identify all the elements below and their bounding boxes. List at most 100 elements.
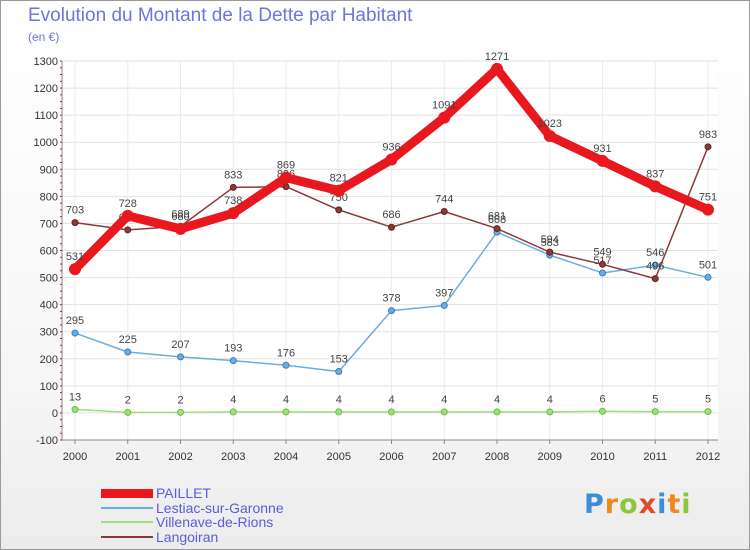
data-point: [177, 408, 184, 416]
data-label: 549: [593, 246, 611, 258]
data-label: 378: [382, 293, 400, 305]
x-tick-label: 2000: [63, 451, 87, 463]
y-tick-label: 1000: [34, 137, 58, 149]
data-label: 936: [382, 142, 400, 154]
data-point: [229, 408, 237, 416]
data-point: [124, 408, 132, 416]
data-point: [174, 222, 187, 235]
x-tick-label: 2007: [432, 451, 456, 463]
data-point: [282, 408, 290, 416]
data-point: [69, 263, 81, 276]
legend-label: Lestiac-sur-Garonne: [156, 499, 284, 516]
data-point: [704, 273, 712, 281]
data-point: [599, 407, 606, 415]
data-point: [335, 408, 343, 416]
logo-letter: i: [681, 489, 692, 520]
logo-letter: x: [638, 489, 658, 520]
data-label: 2: [177, 394, 183, 406]
legend-item: Langoiran: [101, 529, 284, 545]
legend-item: Villenave-de-Rions: [101, 515, 284, 530]
data-point: [651, 261, 659, 269]
data-point: [388, 307, 395, 315]
data-label: 501: [699, 259, 717, 271]
x-tick-label: 2006: [379, 451, 403, 463]
data-label: 686: [382, 209, 400, 221]
data-point: [702, 203, 714, 216]
data-label: 13: [69, 391, 81, 403]
data-point: [491, 62, 503, 75]
data-point: [596, 154, 609, 167]
data-point: [599, 269, 606, 277]
data-point: [385, 153, 398, 166]
chart-title: Evolution du Montant de la Dette par Hab…: [28, 5, 413, 26]
data-label: 744: [435, 194, 453, 206]
data-label: 680: [171, 211, 189, 223]
data-label: 869: [277, 160, 295, 172]
data-label: 668: [488, 214, 506, 226]
data-point: [332, 184, 345, 197]
data-label: 689: [171, 208, 189, 220]
data-point: [71, 405, 79, 413]
chart-legend: PAILLET Lestiac-sur-Garonne Villenave-de-R…: [101, 486, 284, 544]
data-point: [229, 183, 237, 191]
data-label: 397: [435, 287, 453, 299]
x-tick-label: 2011: [643, 451, 667, 463]
data-point: [651, 275, 659, 283]
data-label: 207: [171, 339, 189, 351]
legend-swatch: [101, 506, 153, 509]
data-label: 931: [593, 143, 611, 155]
data-label: 983: [699, 129, 717, 141]
data-label: 4: [336, 394, 342, 406]
x-tick-label: 2010: [590, 451, 614, 463]
data-point: [546, 408, 554, 416]
x-tick-label: 2003: [221, 451, 245, 463]
data-point: [599, 260, 606, 268]
data-label: 5: [705, 394, 711, 406]
data-point: [649, 180, 662, 193]
logo-letter: i: [657, 489, 668, 520]
data-label: 496: [646, 261, 664, 273]
data-point: [388, 223, 395, 231]
data-label: 1023: [538, 118, 562, 130]
logo-letter: r: [604, 489, 620, 520]
data-label: 6: [599, 393, 605, 405]
data-point: [651, 408, 659, 416]
data-point: [229, 357, 237, 365]
data-label: 5: [652, 394, 658, 406]
data-label: 583: [541, 237, 559, 249]
data-label: 837: [646, 168, 664, 180]
data-point: [124, 348, 132, 356]
x-tick-label: 2012: [696, 451, 720, 463]
data-point: [493, 225, 501, 233]
y-tick-label: 400: [40, 300, 58, 312]
series-1: 295225207193176153378397668583517546501: [66, 214, 717, 376]
data-label: 681: [488, 211, 506, 223]
x-tick-label: 2001: [116, 451, 140, 463]
legend-swatch: [101, 521, 153, 524]
y-tick-label: 1300: [34, 56, 58, 68]
data-label: 4: [230, 394, 236, 406]
x-tick-label: 2004: [274, 451, 298, 463]
data-label: 738: [224, 195, 242, 207]
legend-label: PAILLET: [156, 485, 211, 501]
data-point: [121, 209, 134, 222]
data-label: 193: [224, 343, 242, 355]
y-tick-label: 800: [40, 191, 58, 203]
data-label: 594: [541, 234, 559, 246]
data-point: [388, 408, 395, 416]
x-gridlines: [74, 61, 709, 444]
data-point: [704, 408, 712, 416]
legend-label: Villenave-de-Rions: [156, 514, 274, 530]
data-point: [177, 353, 184, 361]
data-label: 4: [494, 394, 500, 406]
y-tick-label: 100: [40, 381, 58, 393]
logo-letter: P: [584, 489, 605, 520]
data-label: 531: [66, 251, 84, 263]
legend-swatch: [101, 488, 153, 498]
y-tick-label: -100: [36, 435, 58, 447]
data-label: 728: [119, 198, 137, 210]
legend-item: Lestiac-sur-Garonne: [101, 499, 284, 516]
legend-swatch: [101, 535, 153, 538]
